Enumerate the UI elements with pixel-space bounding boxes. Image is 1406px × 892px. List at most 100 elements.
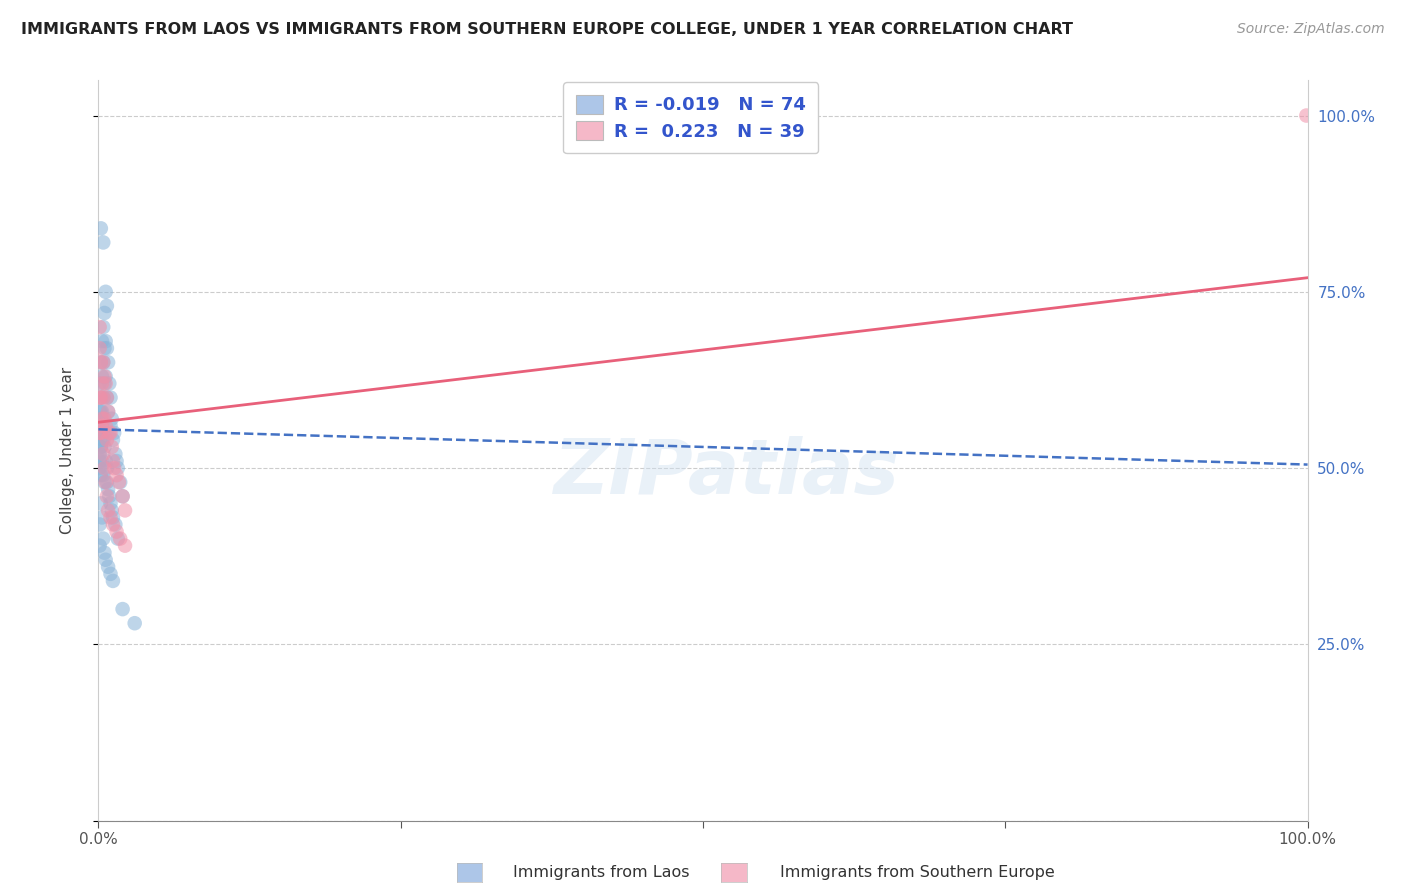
Point (97, 503, 120, 517)
Point (107, 461, 129, 475)
Point (90, 355, 112, 369)
Point (91, 376, 114, 391)
Text: Immigrants from Southern Europe: Immigrants from Southern Europe (780, 865, 1054, 880)
Point (101, 517, 124, 532)
Point (90, 391, 112, 405)
Point (91, 320, 114, 334)
Point (100, 391, 122, 405)
Point (89, 376, 111, 391)
Point (90, 468, 112, 483)
Point (100, 503, 122, 517)
Point (90, 221, 112, 235)
Point (108, 532, 131, 546)
Point (91, 391, 114, 405)
Point (91, 433, 114, 447)
Point (94, 454, 117, 468)
Point (96, 433, 118, 447)
Point (89, 405, 111, 419)
Point (89, 425, 111, 440)
Point (91, 418, 114, 433)
Point (114, 539, 136, 553)
Point (97, 355, 120, 369)
Point (91, 454, 114, 468)
Text: IMMIGRANTS FROM LAOS VS IMMIGRANTS FROM SOUTHERN EUROPE COLLEGE, UNDER 1 YEAR CO: IMMIGRANTS FROM LAOS VS IMMIGRANTS FROM … (21, 22, 1073, 37)
Point (91, 235, 114, 250)
Point (91, 532, 114, 546)
Point (104, 517, 127, 532)
Y-axis label: College, Under 1 year: College, Under 1 year (60, 367, 75, 534)
Point (91, 510, 114, 524)
Point (91, 418, 114, 433)
Point (89, 425, 111, 440)
Point (93, 376, 115, 391)
Point (89, 447, 111, 461)
Point (96, 391, 118, 405)
Point (91, 355, 114, 369)
Point (94, 376, 117, 391)
Point (114, 503, 136, 517)
Point (89, 320, 111, 334)
Point (91, 433, 114, 447)
Point (105, 454, 128, 468)
Point (93, 461, 115, 475)
Point (93, 546, 115, 560)
Point (100, 440, 122, 454)
Point (100, 566, 122, 581)
Point (96, 489, 118, 503)
Point (101, 510, 124, 524)
Point (89, 454, 111, 468)
Point (89, 539, 111, 553)
Point (96, 341, 118, 355)
Point (93, 341, 115, 355)
Text: Immigrants from Laos: Immigrants from Laos (513, 865, 690, 880)
Point (91, 468, 114, 483)
Point (93, 411, 115, 425)
Point (93, 369, 115, 384)
Point (89, 461, 111, 475)
Point (108, 475, 131, 490)
Point (111, 489, 134, 503)
Point (90, 405, 112, 419)
Point (91, 411, 114, 425)
Point (100, 496, 122, 510)
Point (94, 369, 117, 384)
Point (103, 425, 125, 440)
Point (94, 418, 117, 433)
Point (97, 482, 120, 496)
Point (91, 425, 114, 440)
Point (93, 306, 115, 320)
Point (98, 425, 121, 440)
Point (100, 510, 122, 524)
Point (100, 418, 122, 433)
Point (89, 341, 111, 355)
Point (94, 334, 117, 348)
Point (96, 475, 118, 490)
Point (93, 475, 115, 490)
Point (105, 524, 128, 539)
Point (105, 468, 128, 483)
Point (89, 517, 111, 532)
Point (96, 299, 118, 313)
Point (93, 440, 115, 454)
Point (107, 532, 129, 546)
Point (97, 405, 120, 419)
Point (91, 447, 114, 461)
Point (100, 425, 122, 440)
Point (91, 369, 114, 384)
Point (91, 405, 114, 419)
Point (90, 355, 112, 369)
Point (97, 405, 120, 419)
Point (124, 616, 146, 631)
Point (98, 489, 121, 503)
Point (103, 461, 125, 475)
Point (90, 411, 112, 425)
Point (90, 496, 112, 510)
Point (90, 425, 112, 440)
Point (111, 602, 134, 616)
Point (90, 391, 112, 405)
Point (98, 376, 121, 391)
Point (94, 285, 117, 299)
Point (97, 559, 120, 574)
Point (89, 425, 111, 440)
Point (104, 447, 127, 461)
